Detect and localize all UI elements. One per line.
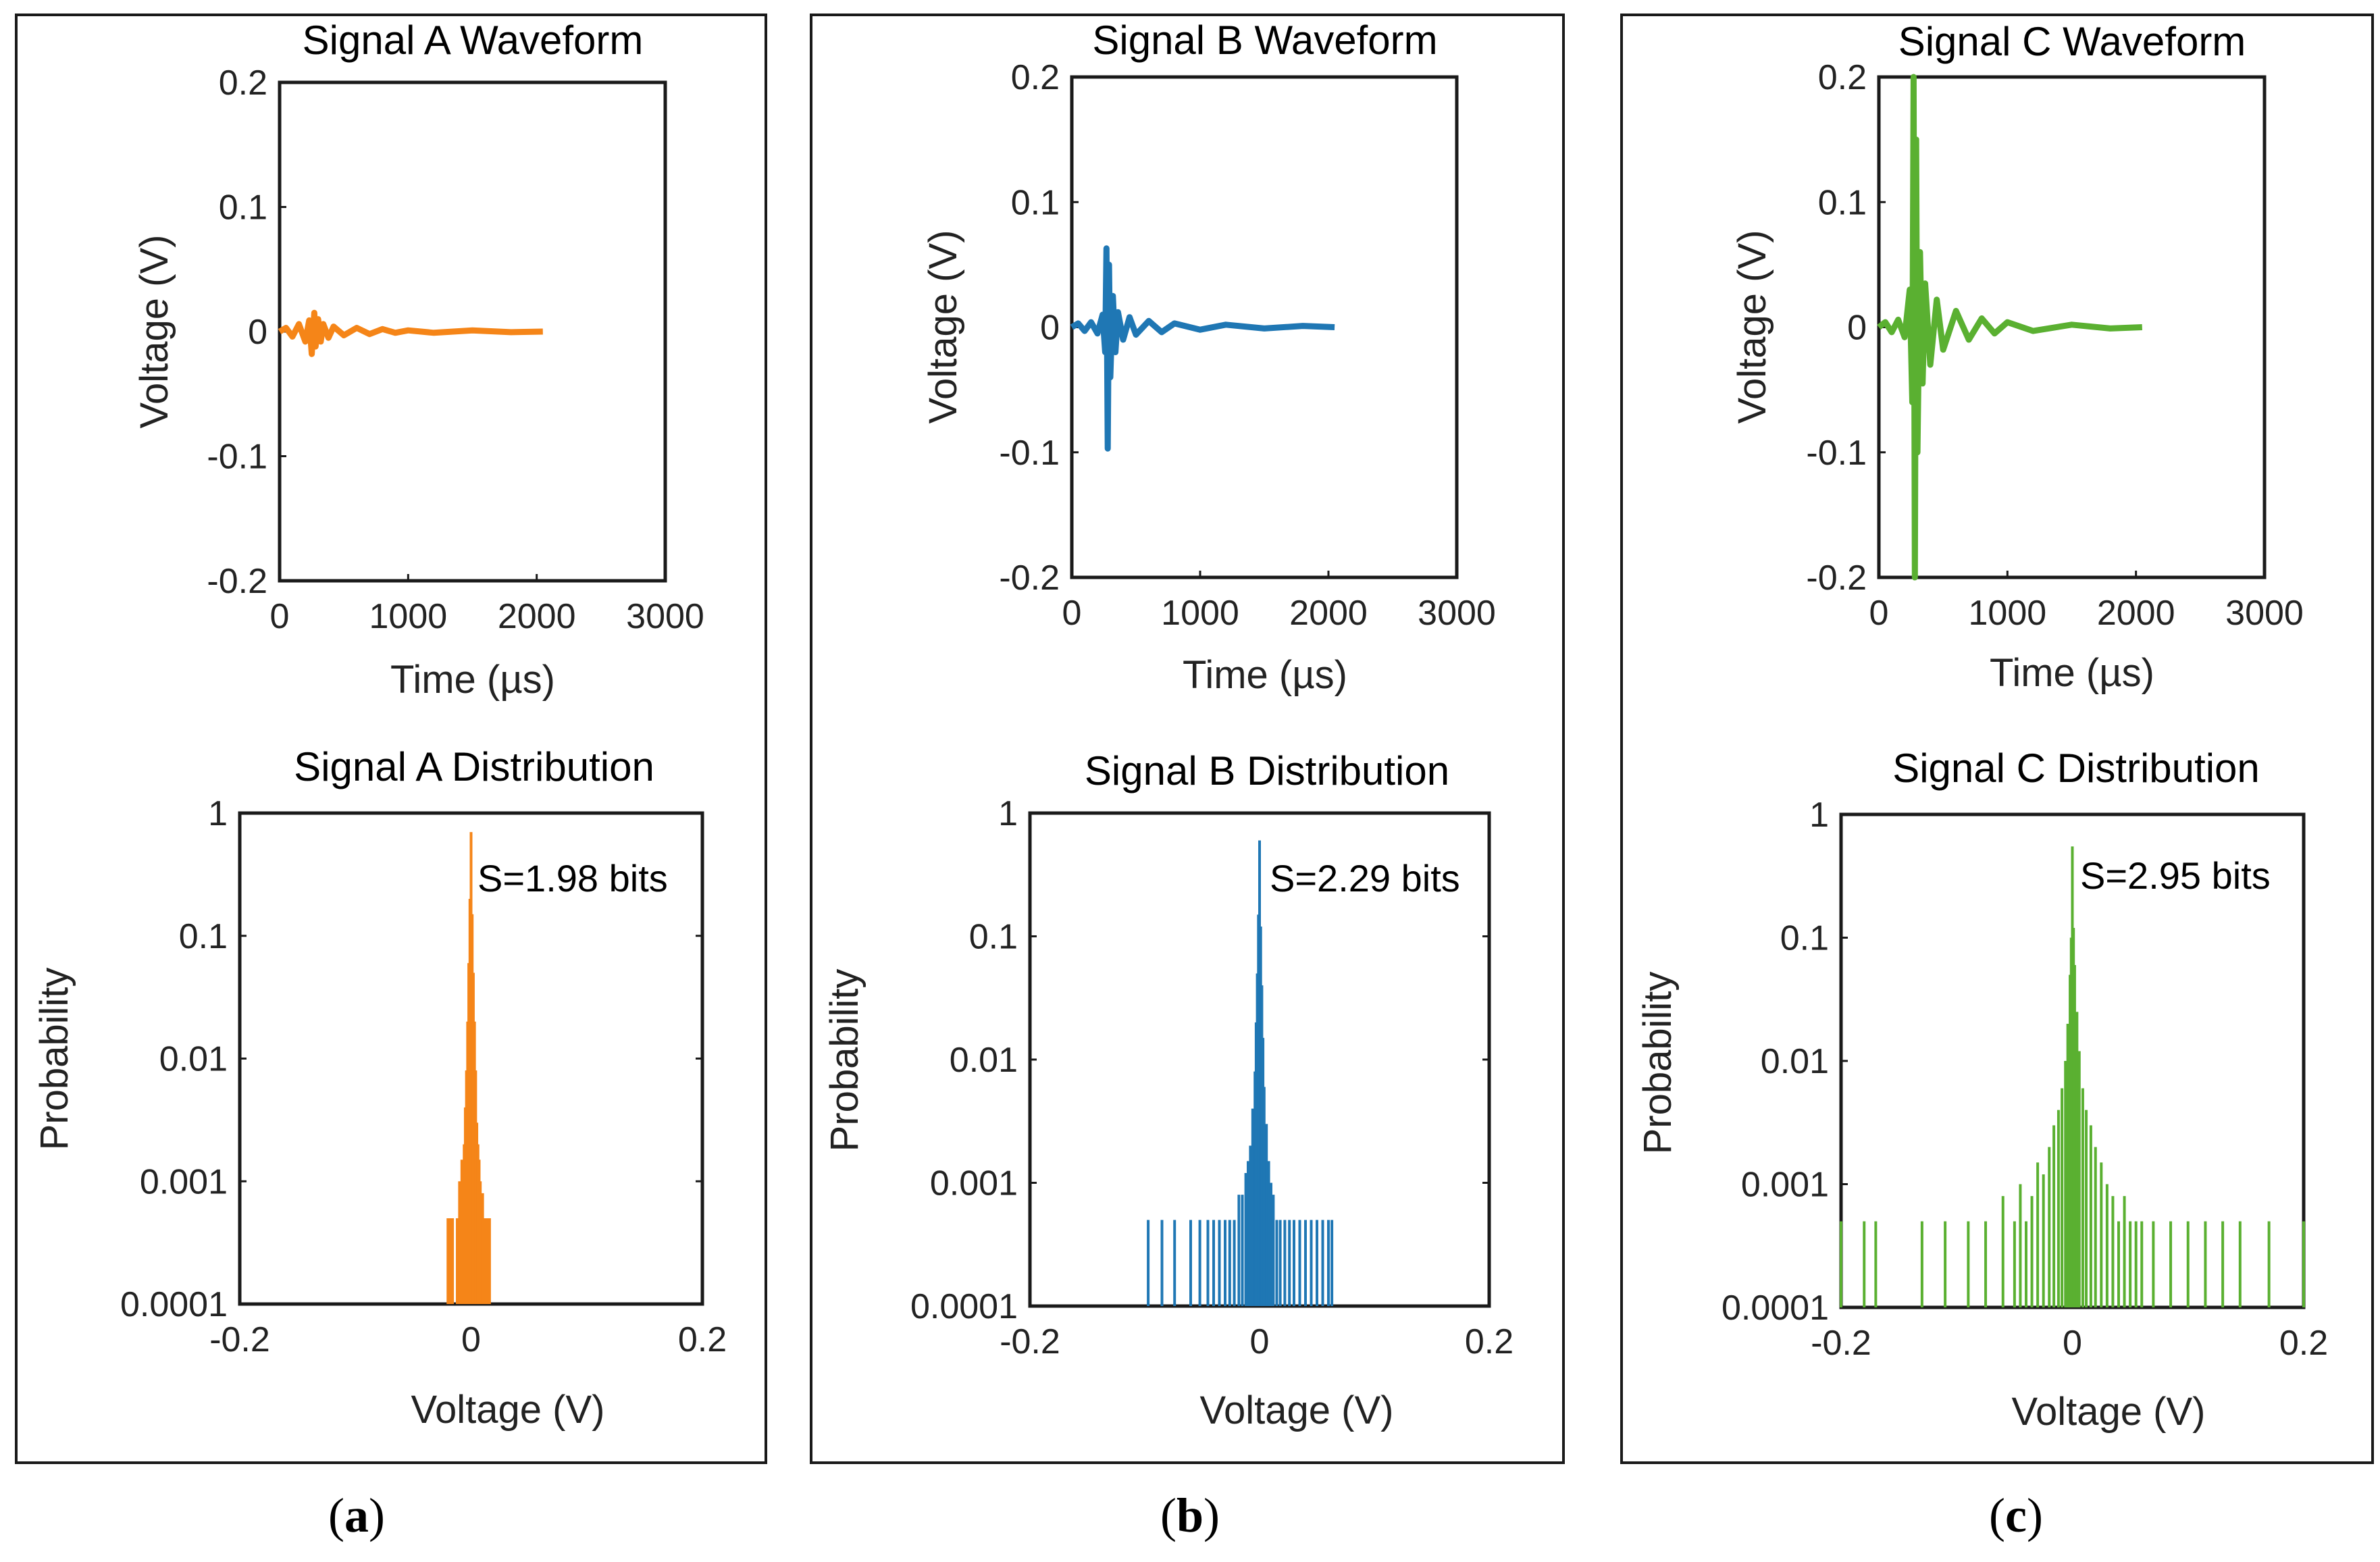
y-tick-label: 0.01: [159, 1040, 228, 1079]
caption-a: (a): [328, 1488, 385, 1542]
y-tick-label: 0.1: [1780, 919, 1829, 958]
y-tick-label: 0: [1847, 309, 1867, 348]
x-axis-label: Voltage (V): [411, 1388, 605, 1432]
waveform-line: [1877, 74, 2142, 581]
chart-title: Signal C Distribution: [1892, 746, 2260, 791]
y-tick-label: -0.1: [207, 438, 267, 477]
y-tick-label: 0.1: [219, 188, 267, 228]
waveform-chart-a: Signal A Waveform Voltage (V) Time (µs) …: [132, 18, 704, 702]
y-tick-label: 0.2: [1011, 58, 1060, 97]
caption-a-letter: a: [344, 1488, 369, 1542]
y-tick-label: 0: [248, 313, 267, 352]
chart-title: Signal A Distribution: [294, 744, 654, 789]
y-tick-label: 0.1: [1818, 183, 1867, 222]
x-tick-label: -0.2: [1811, 1324, 1871, 1363]
x-tick-label: 3000: [1418, 594, 1496, 633]
y-tick-label: 0.1: [179, 917, 228, 956]
x-tick-label: 3000: [2225, 594, 2304, 633]
waveform-chart-c: Signal C Waveform Voltage (V) Time (µs) …: [1730, 19, 2304, 695]
y-tick-label: -0.2: [207, 562, 267, 601]
waveform-line: [1070, 245, 1335, 452]
y-axis-label: Voltage (V): [921, 230, 965, 424]
y-tick-label: 0.0001: [120, 1285, 228, 1324]
y-axis-label: Probability: [1636, 972, 1680, 1155]
y-tick-label: 0.01: [950, 1041, 1018, 1080]
y-tick-label: 0.001: [930, 1164, 1018, 1203]
y-tick-label: 1: [998, 794, 1018, 833]
y-tick-label: 0.1: [1011, 183, 1060, 222]
x-tick-label: 1000: [369, 597, 447, 636]
y-tick-label: 0.01: [1761, 1042, 1829, 1081]
y-tick-label: 0.1: [969, 918, 1018, 957]
entropy-annotation: S=1.98 bits: [477, 857, 668, 900]
y-axis-label: Voltage (V): [1730, 230, 1774, 424]
x-tick-label: 1000: [1968, 594, 2046, 633]
waveform-line: [278, 309, 543, 357]
x-tick-label: 0: [270, 597, 290, 636]
y-tick-label: 0.0001: [910, 1287, 1018, 1326]
y-tick-label: 0.2: [1818, 58, 1867, 97]
waveform-chart-b: Signal B Waveform Voltage (V) Time (µs) …: [921, 18, 1496, 697]
y-tick-label: 0.001: [140, 1162, 228, 1201]
y-tick-label: 0: [1040, 309, 1060, 348]
x-tick-label: -0.2: [1000, 1322, 1060, 1361]
x-axis-label: Voltage (V): [2012, 1390, 2206, 1434]
entropy-annotation: S=2.95 bits: [2080, 854, 2271, 897]
x-tick-label: -0.2: [209, 1320, 270, 1359]
distribution-chart-a: Signal A Distribution Probability Voltag…: [32, 744, 727, 1432]
chart-title: Signal B Distribution: [1085, 748, 1449, 793]
x-tick-label: 2000: [2097, 594, 2175, 633]
y-tick-label: 0.2: [219, 63, 267, 103]
y-tick-label: -0.1: [999, 434, 1060, 473]
chart-title: Signal B Waveform: [1092, 18, 1437, 63]
y-tick-label: 1: [1809, 796, 1829, 835]
x-tick-label: 0: [2063, 1324, 2082, 1363]
x-tick-label: 2000: [498, 597, 576, 636]
y-axis-label: Probability: [32, 968, 76, 1151]
caption-b: (b): [1160, 1488, 1220, 1542]
y-tick-label: -0.2: [999, 558, 1060, 598]
chart-title: Signal C Waveform: [1898, 19, 2246, 64]
x-tick-label: 2000: [1289, 594, 1368, 633]
x-tick-label: 0.2: [678, 1320, 727, 1359]
caption-c: (c): [1989, 1488, 2043, 1542]
x-tick-label: 0.2: [2279, 1324, 2328, 1363]
distribution-chart-b: Signal B Distribution Probability Voltag…: [823, 748, 1514, 1432]
distribution-chart-c: Signal C Distribution Probability Voltag…: [1636, 746, 2328, 1434]
x-tick-label: 0: [461, 1320, 481, 1359]
x-tick-label: 0.2: [1465, 1322, 1514, 1361]
y-tick-label: -0.1: [1806, 434, 1867, 473]
entropy-annotation: S=2.29 bits: [1270, 857, 1460, 900]
x-axis-label: Voltage (V): [1200, 1388, 1394, 1432]
chart-title: Signal A Waveform: [303, 18, 644, 63]
caption-c-letter: c: [2005, 1488, 2027, 1542]
y-tick-label: 0.001: [1741, 1166, 1829, 1205]
x-axis-label: Time (µs): [390, 658, 555, 702]
x-tick-label: 1000: [1161, 594, 1239, 633]
y-tick-label: 1: [208, 794, 228, 833]
y-axis-label: Voltage (V): [132, 235, 176, 429]
x-tick-label: 3000: [626, 597, 704, 636]
caption-b-letter: b: [1176, 1488, 1204, 1542]
y-tick-label: -0.2: [1806, 558, 1867, 598]
y-tick-label: 0.0001: [1722, 1288, 1829, 1328]
x-tick-label: 0: [1062, 594, 1082, 633]
x-axis-label: Time (µs): [1990, 651, 2154, 695]
x-axis-label: Time (µs): [1183, 653, 1347, 697]
x-tick-label: 0: [1869, 594, 1889, 633]
x-tick-label: 0: [1250, 1322, 1270, 1361]
y-axis-label: Probability: [823, 969, 866, 1152]
